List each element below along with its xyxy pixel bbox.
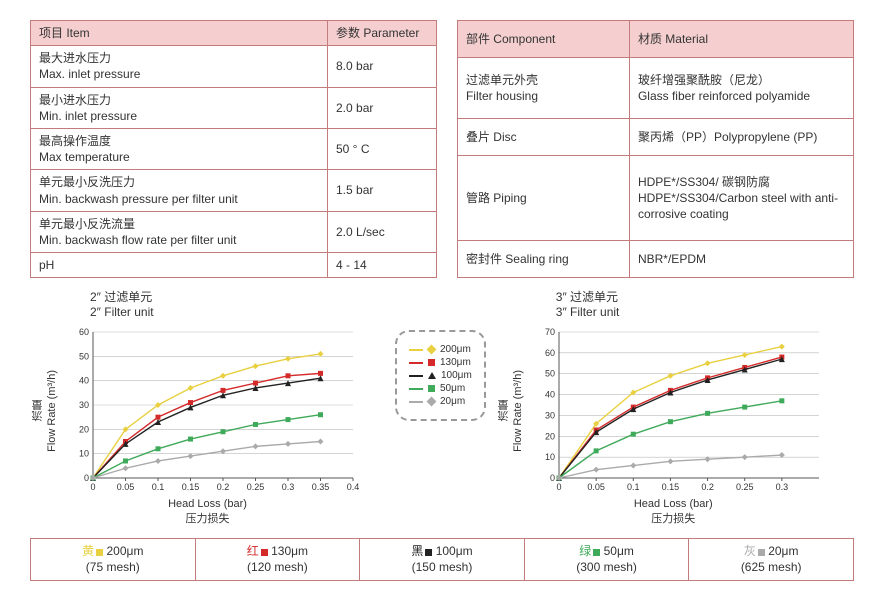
- svg-text:0.3: 0.3: [775, 482, 788, 492]
- svg-text:10: 10: [545, 452, 555, 462]
- legend-cell: 红 130μm(120 mesh): [196, 539, 361, 580]
- table-cell: 最高操作温度Max temperature: [31, 128, 328, 169]
- chart-title-cn: 3″ 过滤单元: [556, 290, 618, 304]
- table-cell: 2.0 L/sec: [328, 211, 437, 252]
- table-cell: 8.0 bar: [328, 46, 437, 87]
- legend-item: 20μm: [409, 396, 472, 407]
- table-cell: 玻纤增强聚酰胺（尼龙）Glass fiber reinforced polyam…: [629, 58, 853, 119]
- legend-cell: 黄 200μm(75 mesh): [31, 539, 196, 580]
- svg-text:60: 60: [79, 327, 89, 337]
- svg-text:0.15: 0.15: [661, 482, 679, 492]
- table-cell: 过滤单元外壳Filter housing: [457, 58, 629, 119]
- chart-2inch-plot: 0 10 20 30 40 50 60 0 0.05 0.1 0.15 0.2 0.25 0.3 0.35 0…: [61, 326, 361, 496]
- svg-text:0.2: 0.2: [217, 482, 230, 492]
- svg-text:40: 40: [79, 376, 89, 386]
- svg-text:0.15: 0.15: [182, 482, 200, 492]
- svg-text:0: 0: [84, 473, 89, 483]
- svg-text:0: 0: [550, 473, 555, 483]
- svg-text:0: 0: [90, 482, 95, 492]
- svg-text:0.4: 0.4: [347, 482, 360, 492]
- legend-cell: 黑 100μm(150 mesh): [360, 539, 525, 580]
- table-cell: pH: [31, 253, 328, 278]
- svg-text:0.1: 0.1: [627, 482, 640, 492]
- col-component: 部件 Component: [457, 21, 629, 58]
- legend-item: 100μm: [409, 370, 472, 381]
- materials-table: 部件 Component 材质 Material 过滤单元外壳Filter ho…: [457, 20, 854, 278]
- table-cell: 聚丙烯（PP）Polypropylene (PP): [629, 119, 853, 156]
- svg-text:20: 20: [79, 425, 89, 435]
- chart-3inch: 3″ 过滤单元 3″ Filter unit 流量 Flow Rate (m³/…: [496, 290, 851, 526]
- chart-legend: 200μm 130μm 100μm 50μm 20μm: [395, 330, 486, 421]
- chart-3inch-plot: 0 10 20 30 40 50 60 70 0 0.05 0.1 0.15 0.2 0.25 0.3: [527, 326, 827, 496]
- table-cell: 最大进水压力Max. inlet pressure: [31, 46, 328, 87]
- svg-text:60: 60: [545, 348, 555, 358]
- svg-text:0.05: 0.05: [117, 482, 135, 492]
- svg-text:0.35: 0.35: [312, 482, 330, 492]
- table-cell: 管路 Piping: [457, 156, 629, 241]
- chart-title-en: 2″ Filter unit: [90, 305, 154, 319]
- svg-text:20: 20: [545, 432, 555, 442]
- table-cell: 密封件 Sealing ring: [457, 241, 629, 278]
- svg-text:0.3: 0.3: [282, 482, 295, 492]
- legend-item: 130μm: [409, 357, 472, 368]
- svg-text:40: 40: [545, 390, 555, 400]
- legend-cell: 灰 20μm(625 mesh): [689, 539, 853, 580]
- chart-title-en: 3″ Filter unit: [556, 305, 620, 319]
- svg-text:10: 10: [79, 449, 89, 459]
- table-cell: 单元最小反洗流量Min. backwash flow rate per filt…: [31, 211, 328, 252]
- svg-text:50: 50: [545, 369, 555, 379]
- legend-item: 200μm: [409, 344, 472, 355]
- svg-text:0.05: 0.05: [587, 482, 605, 492]
- table-cell: 50 ° C: [328, 128, 437, 169]
- svg-text:0.25: 0.25: [736, 482, 754, 492]
- svg-text:0: 0: [556, 482, 561, 492]
- chart-2inch: 2″ 过滤单元 2″ Filter unit 流量 Flow Rate (m³/…: [30, 290, 385, 526]
- table-cell: 最小进水压力Min. inlet pressure: [31, 87, 328, 128]
- legend-cell: 绿 50μm(300 mesh): [525, 539, 690, 580]
- table-cell: NBR*/EPDM: [629, 241, 853, 278]
- svg-text:0.1: 0.1: [152, 482, 165, 492]
- legend-item: 50μm: [409, 383, 472, 394]
- table-cell: 1.5 bar: [328, 170, 437, 211]
- col-item: 项目 Item: [31, 21, 328, 46]
- svg-text:0.2: 0.2: [701, 482, 714, 492]
- svg-text:30: 30: [545, 411, 555, 421]
- svg-text:50: 50: [79, 352, 89, 362]
- table-cell: 叠片 Disc: [457, 119, 629, 156]
- color-legend-table: 黄 200μm(75 mesh)红 130μm(120 mesh)黑 100μm…: [30, 538, 854, 581]
- chart-title-cn: 2″ 过滤单元: [90, 290, 152, 304]
- table-cell: 单元最小反洗压力Min. backwash pressure per filte…: [31, 170, 328, 211]
- col-parameter: 参数 Parameter: [328, 21, 437, 46]
- parameters-table: 项目 Item 参数 Parameter 最大进水压力Max. inlet pr…: [30, 20, 437, 278]
- svg-text:70: 70: [545, 327, 555, 337]
- table-cell: HDPE*/SS304/ 碳钢防腐HDPE*/SS304/Carbon stee…: [629, 156, 853, 241]
- col-material: 材质 Material: [629, 21, 853, 58]
- table-cell: 2.0 bar: [328, 87, 437, 128]
- table-cell: 4 - 14: [328, 253, 437, 278]
- svg-text:30: 30: [79, 400, 89, 410]
- svg-text:0.25: 0.25: [247, 482, 265, 492]
